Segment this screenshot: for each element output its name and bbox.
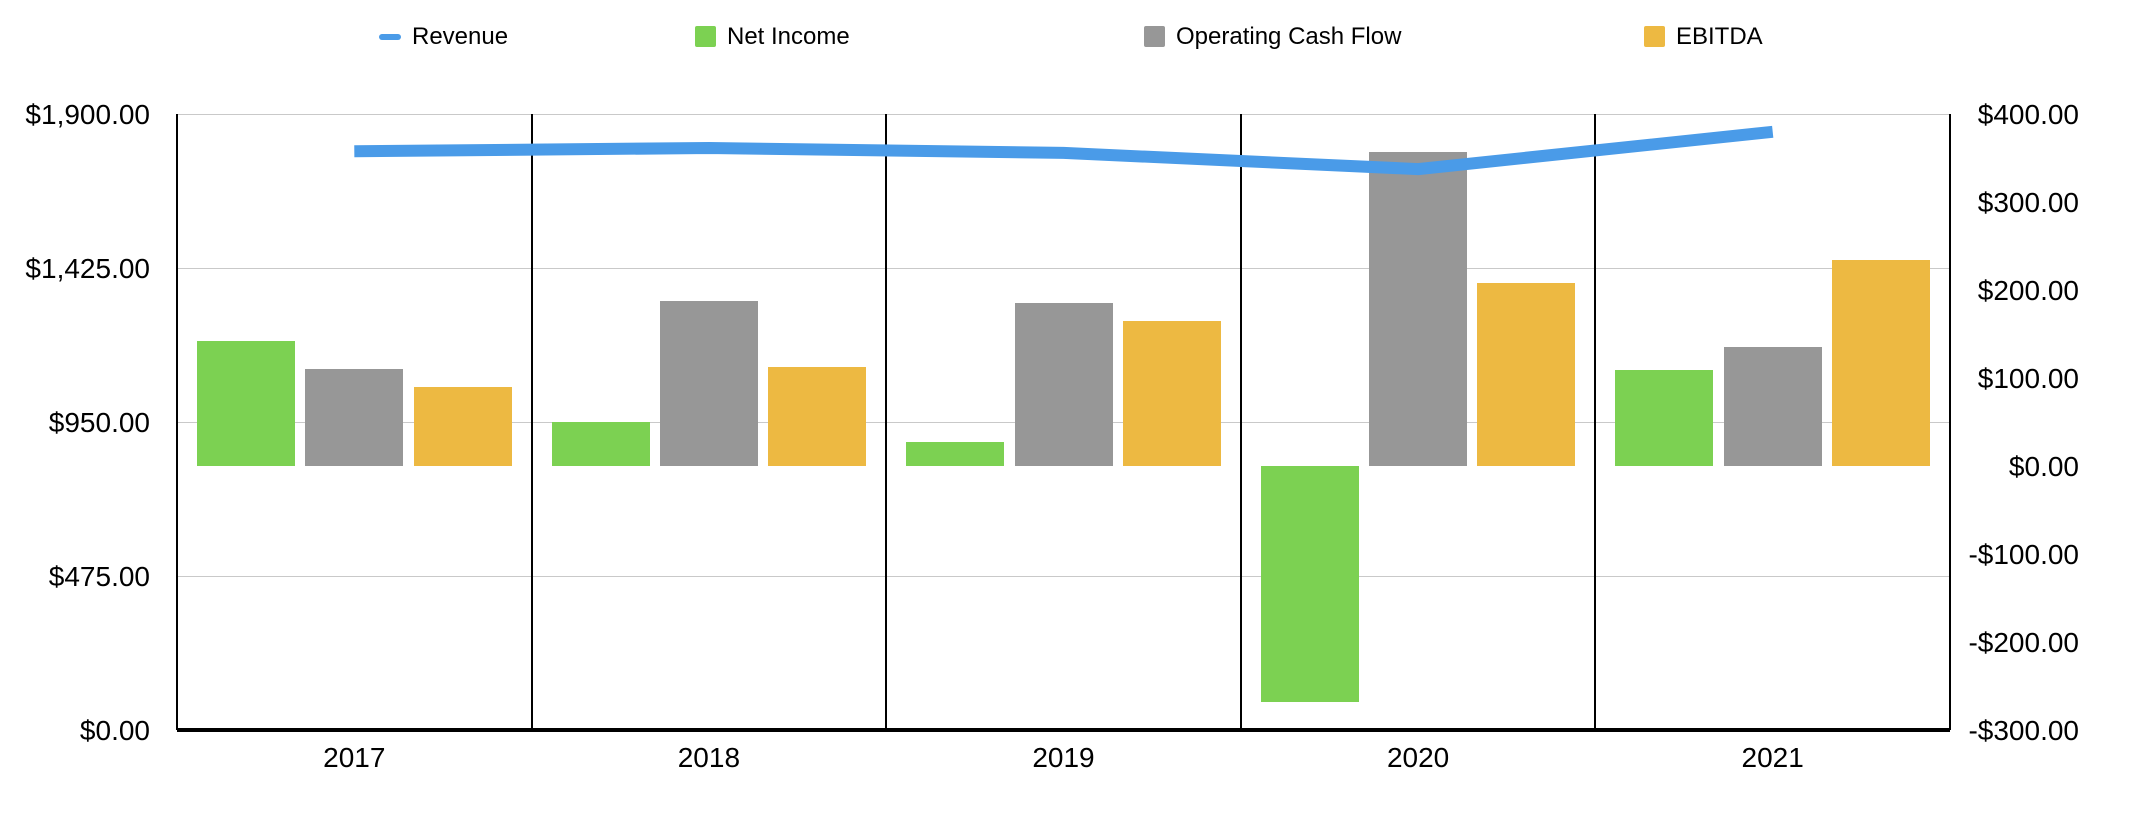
legend-item-ebitda: EBITDA: [1644, 22, 1763, 51]
panel-divider: [531, 114, 533, 730]
x-axis-label-2021: 2021: [1741, 742, 1804, 773]
legend-label-operating-cash-flow: Operating Cash Flow: [1176, 22, 1402, 50]
x-axis-label-2019: 2019: [1032, 742, 1095, 773]
x-axis-label-2017: 2017: [323, 742, 386, 773]
revenue-line-swatch-icon: [379, 33, 401, 40]
legend-item-revenue: Revenue: [379, 22, 508, 51]
bar-net-income-2018: [551, 422, 650, 466]
left-axis-tick-label: $475.00: [48, 561, 150, 592]
right-axis-tick-label: $300.00: [1977, 187, 2079, 218]
bar-operating-cash-flow-2018: [659, 301, 758, 466]
right-axis-tick-label: -$200.00: [1968, 627, 2079, 658]
plot-left-border: [176, 114, 178, 730]
bar-operating-cash-flow-2019: [1014, 303, 1113, 466]
right-axis-tick-label: $200.00: [1977, 275, 2079, 306]
ebitda-swatch-icon: [1644, 26, 1665, 47]
left-axis-tick-label: $1,900.00: [25, 99, 150, 130]
panel-divider: [885, 114, 887, 730]
left-axis-tick-label: $0.00: [79, 715, 150, 746]
bar-net-income-2020: [1260, 466, 1359, 702]
bar-net-income-2017: [197, 341, 295, 466]
right-axis-tick-label: $0.00: [2008, 451, 2079, 482]
x-axis-label-2020: 2020: [1386, 742, 1450, 773]
right-axis-tick-label: $100.00: [1977, 363, 2079, 394]
legend-label-ebitda: EBITDA: [1676, 22, 1763, 50]
panel-divider: [1594, 114, 1596, 730]
right-axis-tick-label: -$100.00: [1968, 539, 2079, 570]
legend-label-revenue: Revenue: [412, 22, 509, 50]
bar-net-income-2019: [906, 442, 1005, 466]
gridline: [177, 575, 1950, 577]
operating-cash-flow-swatch-icon: [1144, 26, 1165, 47]
legend-item-net-income: Net Income: [695, 22, 850, 51]
bar-net-income-2021: [1615, 370, 1714, 466]
bar-ebitda-2019: [1122, 320, 1221, 466]
gridline: [177, 267, 1950, 269]
bar-ebitda-2020: [1477, 282, 1576, 466]
plot-right-border: [1949, 114, 1951, 730]
x-axis-label-2018: 2018: [677, 742, 741, 773]
right-axis-tick-label: -$300.00: [1968, 715, 2079, 746]
bar-operating-cash-flow-2021: [1723, 347, 1822, 466]
panel-divider: [1240, 114, 1242, 730]
left-axis-tick-label: $1,425.00: [25, 253, 150, 284]
right-axis-tick-label: $400.00: [1977, 99, 2079, 130]
bar-ebitda-2017: [413, 386, 512, 466]
bar-operating-cash-flow-2020: [1369, 151, 1468, 466]
bar-ebitda-2021: [1832, 260, 1930, 466]
left-axis-tick-label: $950.00: [48, 407, 150, 438]
net-income-swatch-icon: [695, 26, 716, 47]
x-axis-line: [177, 728, 1950, 732]
bar-operating-cash-flow-2017: [305, 369, 404, 466]
gridline: [177, 113, 1950, 115]
legend-label-net-income: Net Income: [727, 22, 850, 50]
legend-item-operating-cash-flow: Operating Cash Flow: [1144, 22, 1401, 51]
bar-ebitda-2018: [768, 367, 867, 466]
